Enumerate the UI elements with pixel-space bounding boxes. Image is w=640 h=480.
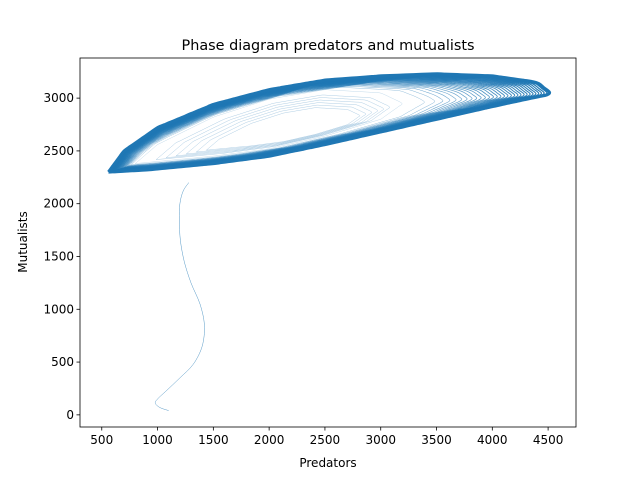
x-tick-label: 4500 <box>533 433 564 447</box>
y-tick-label: 3000 <box>43 91 74 105</box>
x-tick-label: 3000 <box>365 433 396 447</box>
inner-spiral <box>196 104 366 153</box>
trajectory-group <box>107 72 552 411</box>
inner-spiral <box>186 102 372 155</box>
spiral-loop <box>135 89 403 164</box>
y-axis-ticks: 0 500 1000 1500 2000 2500 3000 <box>43 91 80 422</box>
y-tick-label: 1500 <box>43 249 74 263</box>
limit-cycle-outer <box>107 72 552 174</box>
x-tick-label: 2000 <box>254 433 285 447</box>
inner-spiral <box>156 94 390 160</box>
x-tick-label: 1500 <box>198 433 229 447</box>
inner-spiral <box>206 107 360 151</box>
y-tick-label: 500 <box>51 355 74 369</box>
y-tick-label: 2000 <box>43 197 74 211</box>
x-tick-label: 3500 <box>421 433 452 447</box>
inner-spiral <box>176 99 378 156</box>
x-axis-label: Predators <box>299 456 356 470</box>
transient-trajectory <box>154 182 205 411</box>
y-tick-label: 1000 <box>43 302 74 316</box>
spiral-loop <box>129 86 436 166</box>
y-axis-label: Mutualists <box>16 211 30 273</box>
spiral-loop <box>131 87 425 166</box>
inner-spiral <box>166 97 384 158</box>
y-tick-label: 0 <box>66 408 74 422</box>
plot-frame <box>79 57 577 428</box>
x-tick-label: 1000 <box>142 433 173 447</box>
x-tick-label: 4000 <box>477 433 508 447</box>
y-tick-label: 2500 <box>43 144 74 158</box>
spiral-loop <box>126 84 451 167</box>
chart-title: Phase diagram predators and mutualists <box>182 38 475 54</box>
x-tick-label: 2500 <box>310 433 341 447</box>
x-tick-label: 500 <box>90 433 113 447</box>
x-axis-ticks: 500 1000 1500 2000 2500 3000 3500 4000 4500 <box>90 427 563 447</box>
spiral-loop <box>127 85 444 167</box>
